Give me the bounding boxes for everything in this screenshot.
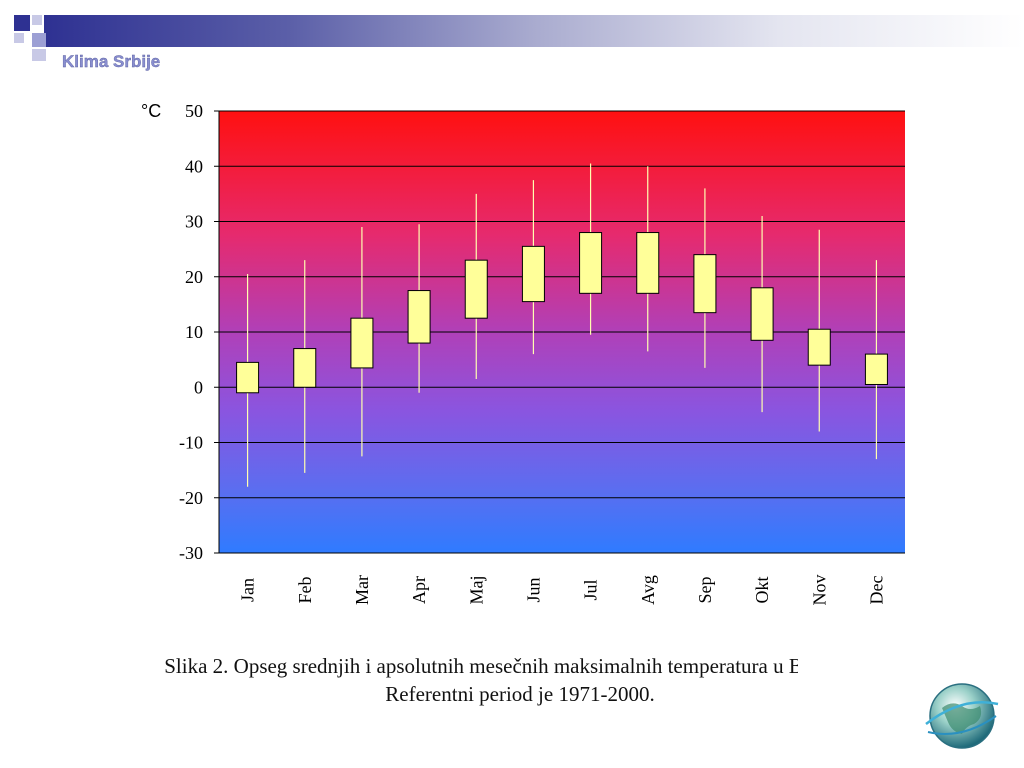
y-tick-label: 30 [185, 212, 203, 232]
y-tick-label: 50 [185, 101, 203, 121]
box-nov [807, 328, 831, 366]
x-tick-label: Apr [409, 576, 429, 604]
box-jan [236, 361, 260, 394]
x-tick-label: Sep [695, 577, 715, 604]
temperature-chart: 50 40 30 20 10 0 -10 -20 -30 Jan Feb Mar Apr Maj Jun J… [141, 101, 905, 606]
x-tick-label: Nov [809, 575, 829, 606]
y-tick-label: 10 [185, 322, 203, 342]
figure-caption: Slika 2. Opseg srednjih i apsolutnih mes… [120, 652, 920, 708]
box-mar [350, 317, 374, 369]
x-tick-label: Maj [466, 576, 486, 605]
caption-line-1: Slika 2. Opseg srednjih i apsolutnih mes… [164, 654, 876, 678]
y-tick-label: 40 [185, 156, 203, 176]
y-tick-label: 0 [194, 377, 203, 397]
x-tick-label: Dec [866, 576, 886, 605]
box-maj [464, 259, 488, 319]
box-dec [864, 353, 888, 385]
x-tick-label: Feb [295, 577, 315, 604]
globe-icon [925, 683, 999, 749]
box-feb [293, 348, 317, 388]
y-tick-label: 20 [185, 267, 203, 287]
box-okt [750, 287, 774, 341]
slide-title: Klima Srbije [62, 52, 161, 71]
x-tick-label: Jan [238, 578, 258, 602]
box-sep [693, 254, 717, 314]
x-tick-label: Jul [581, 579, 601, 600]
box-avg [636, 232, 660, 294]
y-unit-label: °C [141, 101, 161, 121]
box-jun [521, 245, 545, 303]
box-apr [407, 290, 431, 344]
box-jul [579, 232, 603, 294]
y-tick-label: -30 [179, 543, 203, 563]
header-bar [44, 15, 1024, 47]
y-tick-label: -20 [179, 488, 203, 508]
x-tick-label: Okt [752, 577, 772, 604]
x-tick-label: Avg [638, 575, 658, 605]
y-tick-label: -10 [179, 433, 203, 453]
x-tick-label: Mar [352, 575, 372, 605]
x-tick-label: Jun [523, 577, 543, 602]
caption-line-2: Referentni period je 1971-2000. [385, 682, 655, 706]
